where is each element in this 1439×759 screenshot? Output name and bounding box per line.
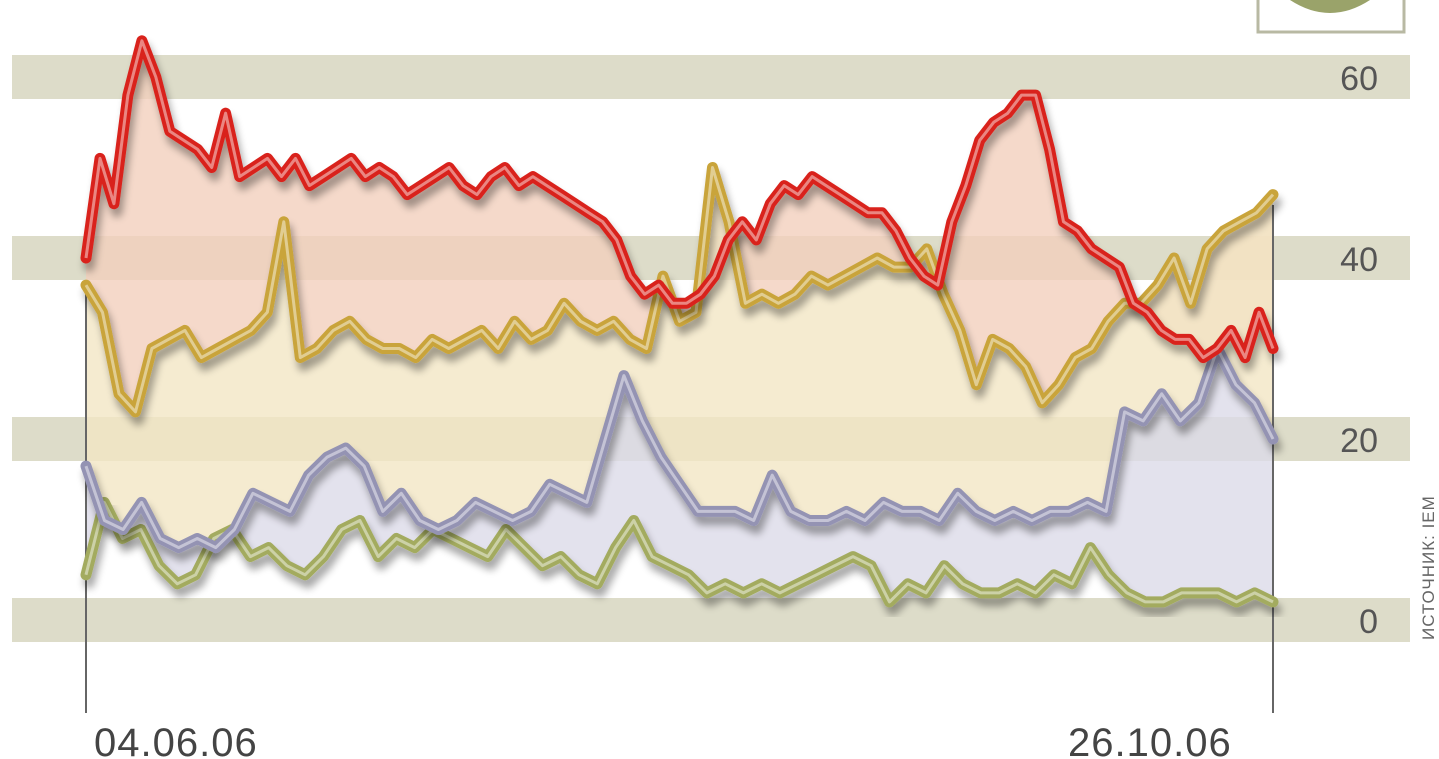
y-tick-label: 20 — [1340, 422, 1378, 460]
grid-band — [12, 598, 1410, 642]
series-area — [86, 40, 1273, 412]
y-tick-label: 0 — [1359, 603, 1378, 641]
series-area — [86, 348, 1273, 602]
x-start-label: 04.06.06 — [94, 721, 258, 759]
source-label: ИСТОЧНИК: IEM — [1419, 495, 1438, 640]
series-line — [80, 35, 1279, 364]
grid-band — [12, 55, 1410, 99]
series-line — [80, 162, 1279, 418]
series-line — [80, 343, 1279, 554]
series-area — [86, 167, 1273, 548]
series-areas — [86, 40, 1273, 602]
y-tick-label: 40 — [1340, 241, 1378, 279]
series-lines — [80, 35, 1279, 608]
logo-frame — [1256, 0, 1406, 34]
x-end-label: 26.10.06 — [1068, 721, 1232, 759]
logo-fragment — [1290, 0, 1370, 13]
series-line — [80, 496, 1279, 608]
y-tick-labels: 0 20 40 60 — [1340, 60, 1378, 641]
y-tick-label: 60 — [1340, 60, 1378, 98]
